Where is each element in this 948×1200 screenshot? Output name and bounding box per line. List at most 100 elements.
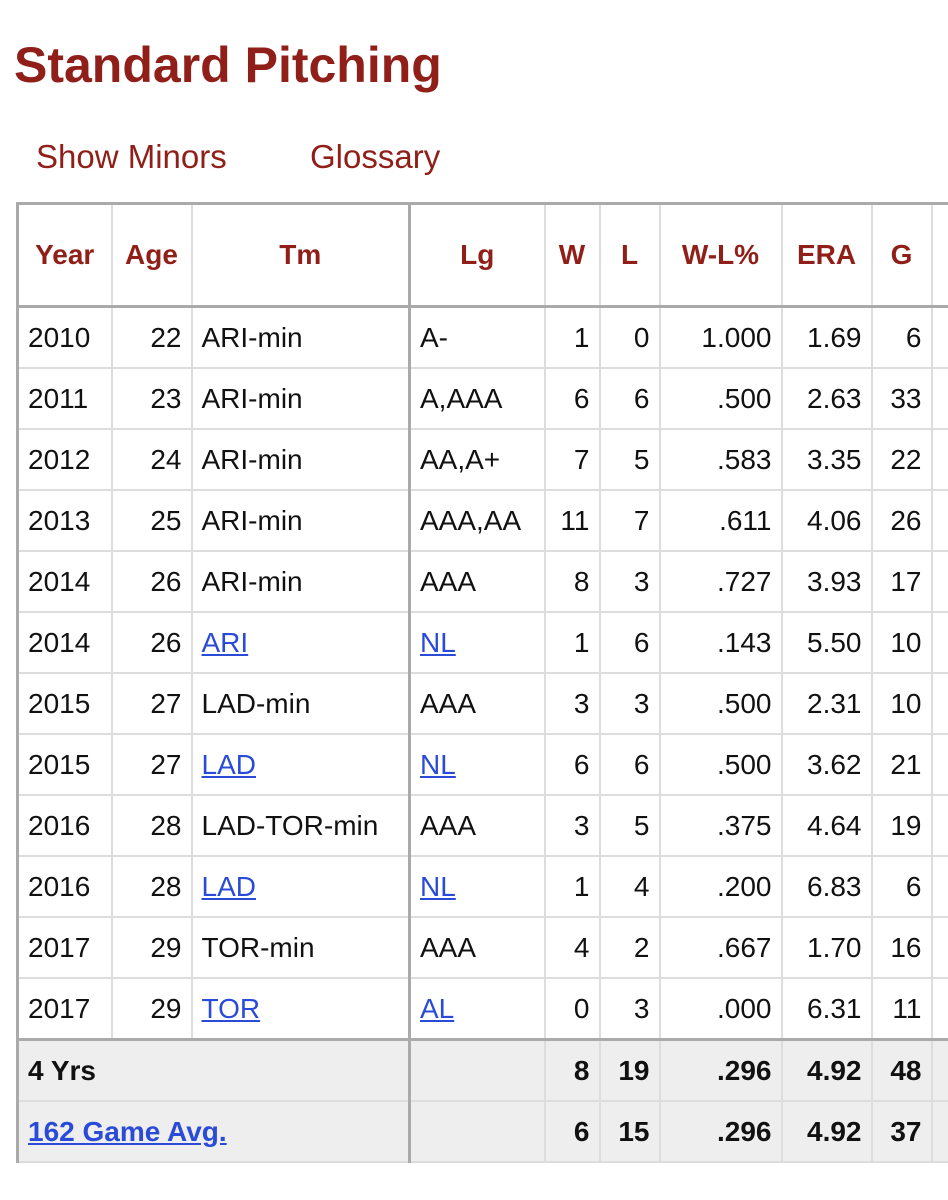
cell: 2014 (16, 550, 113, 613)
cell: 1.69 (780, 305, 873, 369)
cell: 6 (543, 1100, 601, 1163)
cell: 11 (870, 977, 933, 1041)
clipped-cell (930, 1100, 948, 1163)
cell: .143 (658, 611, 783, 674)
header-row: Year Age Tm Lg W L W-L% ERA G (16, 202, 948, 308)
cell: NL (408, 611, 546, 674)
cell: 2012 (16, 428, 113, 491)
cell: 19 (598, 1038, 661, 1102)
cell: 27 (110, 672, 193, 735)
cell: .611 (658, 489, 783, 552)
cell: 2015 (16, 672, 113, 735)
cell: .583 (658, 428, 783, 491)
cell: LAD (190, 855, 411, 918)
cell: 3 (598, 977, 661, 1041)
clipped-cell (930, 305, 948, 369)
cell: 0 (598, 305, 661, 369)
league-link[interactable]: NL (420, 870, 456, 902)
team-link[interactable]: ARI (201, 626, 249, 658)
clipped-cell (930, 611, 948, 674)
cell: 7 (598, 489, 661, 552)
cell: A- (408, 305, 546, 369)
clipped-cell (930, 794, 948, 857)
cell: TOR-min (190, 916, 411, 979)
cell: 10 (870, 672, 933, 735)
team-link[interactable]: LAD (201, 870, 256, 902)
cell: 3.35 (780, 428, 873, 491)
cell: 11 (543, 489, 601, 552)
data-row: 2014 26 ARI-min AAA 8 3.727 3.93 17 (16, 550, 948, 613)
cell: AAA (408, 550, 546, 613)
cell: 37 (870, 1100, 933, 1163)
cell: .667 (658, 916, 783, 979)
cell: 24 (110, 428, 193, 491)
cell: 6 (543, 733, 601, 796)
total-label: 4 Yrs (16, 1038, 411, 1102)
cell: 6 (598, 611, 661, 674)
column-header: G (870, 202, 933, 308)
cell: 29 (110, 977, 193, 1041)
data-row: 2013 25 ARI-min AAA,AA 11 7.611 4.06 26 (16, 489, 948, 552)
glossary-link[interactable]: Glossary (310, 138, 441, 175)
clipped-cell (930, 550, 948, 613)
cell: 2016 (16, 794, 113, 857)
cell: A,AAA (408, 367, 546, 430)
cell: 28 (110, 794, 193, 857)
league-link[interactable]: NL (420, 748, 456, 780)
cell: TOR (190, 977, 411, 1041)
cell: 4.06 (780, 489, 873, 552)
clipped-column (930, 202, 948, 308)
section-title: Standard Pitching (14, 37, 442, 93)
cell: 5 (598, 428, 661, 491)
clipped-cell (930, 428, 948, 491)
cell: 3.93 (780, 550, 873, 613)
total-label: 162 Game Avg. (16, 1100, 411, 1163)
league-link[interactable]: NL (420, 626, 456, 658)
cell: 16 (870, 916, 933, 979)
total-row: 4 Yrs 8 19.296 4.92 48 (16, 1038, 948, 1102)
cell: LAD-TOR-min (190, 794, 411, 857)
cell: 2.31 (780, 672, 873, 735)
cell: 4.92 (780, 1038, 873, 1102)
team-link[interactable]: LAD (201, 748, 256, 780)
cell: 26 (110, 611, 193, 674)
cell: AAA (408, 672, 546, 735)
cell: 6 (598, 367, 661, 430)
show-minors-link[interactable]: Show Minors (36, 138, 227, 175)
cell: 3 (543, 794, 601, 857)
cell: 4 (598, 855, 661, 918)
data-row: 2016 28 LAD-TOR-min AAA 3 5.375 4.64 19 (16, 794, 948, 857)
cell: 21 (870, 733, 933, 796)
cell: 6 (598, 733, 661, 796)
cell: 26 (110, 550, 193, 613)
cell: 1 (543, 611, 601, 674)
cell: 22 (110, 305, 193, 369)
cell: .375 (658, 794, 783, 857)
cell: 3 (543, 672, 601, 735)
column-header: Tm (190, 202, 411, 308)
league-link[interactable]: AL (420, 992, 455, 1024)
cell: 1 (543, 305, 601, 369)
pitching-table: Year Age Tm Lg W L W-L% ERA G 2010 22 ARI-min A- 1 0 1… (16, 202, 948, 1163)
cell: LAD-min (190, 672, 411, 735)
cell: .296 (658, 1038, 783, 1102)
cell: AA,A+ (408, 428, 546, 491)
data-row: 2011 23 ARI-min A,AAA 6 6.500 2.63 33 (16, 367, 948, 430)
cell: 19 (870, 794, 933, 857)
clipped-cell (930, 367, 948, 430)
cell (408, 1038, 546, 1102)
clipped-cell (930, 489, 948, 552)
cell: .200 (658, 855, 783, 918)
column-header: W (543, 202, 601, 308)
cell: .500 (658, 367, 783, 430)
cell: 1.70 (780, 916, 873, 979)
game-avg-link[interactable]: 162 Game Avg. (28, 1115, 227, 1147)
cell: 6 (870, 855, 933, 918)
cell: 25 (110, 489, 193, 552)
clipped-cell (930, 855, 948, 918)
clipped-cell (930, 672, 948, 735)
data-row: 2010 22 ARI-min A- 1 0 1.000 1.69 6 (16, 305, 948, 369)
column-header: ERA (780, 202, 873, 308)
cell: .727 (658, 550, 783, 613)
team-link[interactable]: TOR (201, 992, 261, 1024)
